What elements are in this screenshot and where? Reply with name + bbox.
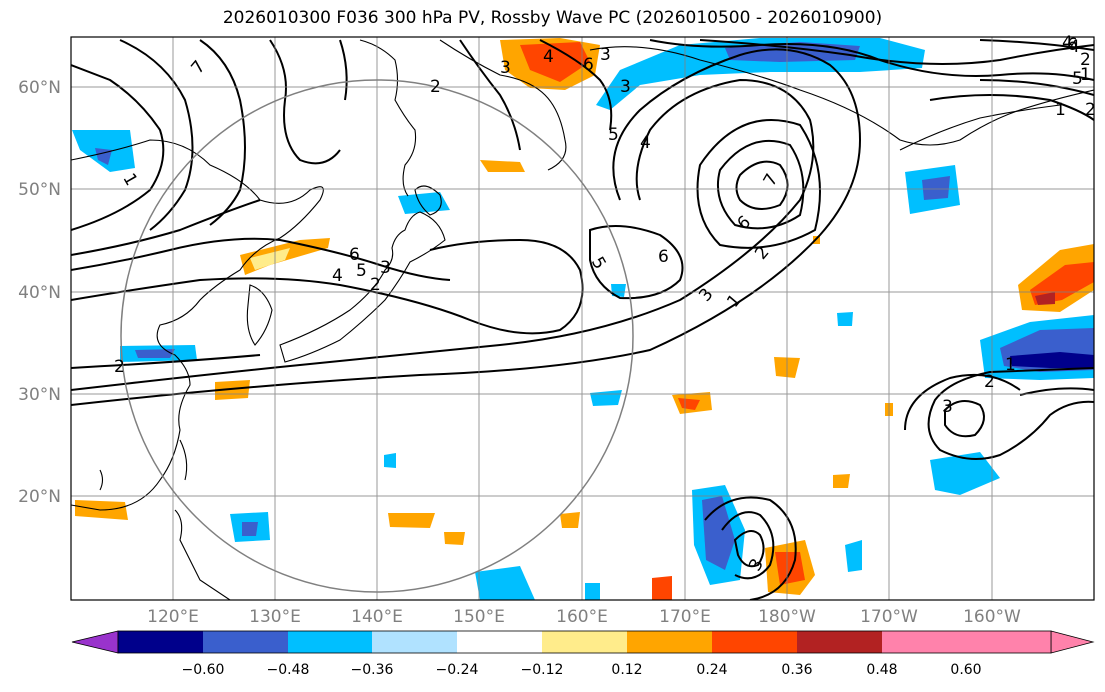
colorbar-segment bbox=[457, 631, 542, 653]
contour-label: 3 bbox=[500, 58, 511, 78]
contour-label: 3 bbox=[600, 45, 611, 65]
contour-label: 2 bbox=[1080, 50, 1091, 70]
lon-label: 140°E bbox=[351, 607, 403, 627]
map-frame bbox=[70, 36, 1095, 601]
contour-label: 6 bbox=[583, 55, 594, 75]
contour-label: 4 bbox=[1069, 37, 1080, 57]
lon-label: 150°E bbox=[453, 607, 505, 627]
colorbar-segment bbox=[372, 631, 457, 653]
colorbar-segment bbox=[712, 631, 797, 653]
graticule bbox=[71, 37, 1094, 600]
latitude-labels: 60°N 50°N 40°N 30°N 20°N bbox=[18, 78, 61, 507]
contour-label: 2 bbox=[1085, 100, 1096, 120]
lat-label: 20°N bbox=[18, 487, 61, 507]
colorbar-outline bbox=[117, 630, 1052, 654]
lat-label: 60°N bbox=[18, 78, 61, 98]
contour-label: 2 bbox=[114, 357, 125, 377]
contour-label: 5 bbox=[1072, 69, 1083, 89]
contour-label: 2 bbox=[430, 77, 441, 97]
colorbar-extend-left bbox=[71, 630, 119, 654]
contour-label: 6 bbox=[658, 247, 669, 267]
contour-label: 3 bbox=[942, 397, 953, 417]
colorbar-tick-label: −0.24 bbox=[436, 662, 479, 678]
contour-label: 4 bbox=[332, 266, 343, 286]
colorbar-tick-label: 0.12 bbox=[611, 662, 642, 678]
contour-label: 3 bbox=[380, 258, 391, 278]
colorbar-tick-label: −0.36 bbox=[351, 662, 394, 678]
colorbar-tick-label: 0.24 bbox=[696, 662, 727, 678]
colorbar-segment bbox=[966, 631, 1051, 653]
colorbar-tick-label: 0.48 bbox=[866, 662, 897, 678]
pv-contours bbox=[71, 39, 1094, 600]
colorbar-tick-label: −0.12 bbox=[521, 662, 564, 678]
lon-label: 170°E bbox=[659, 607, 711, 627]
pv-anomaly-shading bbox=[72, 38, 1094, 600]
lat-label: 50°N bbox=[18, 180, 61, 200]
lon-label: 130°E bbox=[249, 607, 301, 627]
range-circle bbox=[120, 79, 634, 593]
map-title: 2026010300 F036 300 hPa PV, Rossby Wave … bbox=[222, 8, 883, 28]
lat-label: 40°N bbox=[18, 283, 61, 303]
contour-label: 2 bbox=[370, 275, 381, 295]
colorbar-tick-label: 0.60 bbox=[950, 662, 981, 678]
lon-label: 180°W bbox=[758, 607, 816, 627]
contour-label: 1 bbox=[1055, 100, 1066, 120]
lon-label: 160°E bbox=[556, 607, 608, 627]
colorbar: −0.60 −0.48 −0.36 −0.24 −0.12 0.12 0.24 … bbox=[71, 630, 1095, 678]
contour-label: 5 bbox=[608, 125, 619, 145]
contour-label: 5 bbox=[356, 261, 367, 281]
colorbar-tick-label: −0.60 bbox=[182, 662, 225, 678]
lon-label: 160°W bbox=[963, 607, 1021, 627]
contour-label: 4 bbox=[543, 47, 554, 67]
colorbar-extend-right bbox=[1050, 630, 1095, 654]
contour-label: 6 bbox=[1067, 35, 1078, 55]
colorbar-segment bbox=[797, 631, 882, 653]
contour-label: 1 bbox=[1080, 65, 1091, 85]
colorbar-tick-label: −0.48 bbox=[267, 662, 310, 678]
lon-label: 120°E bbox=[147, 607, 199, 627]
colorbar-tick-label: 0.36 bbox=[781, 662, 812, 678]
contour-label: 2 bbox=[984, 372, 995, 392]
lon-label: 170°W bbox=[860, 607, 918, 627]
colorbar-segment bbox=[542, 631, 627, 653]
contour-label: 4 bbox=[1062, 33, 1073, 53]
longitude-labels: 120°E 130°E 140°E 150°E 160°E 170°E 180°… bbox=[147, 607, 1021, 627]
contour-label: 4 bbox=[640, 133, 651, 153]
colorbar-segment bbox=[203, 631, 288, 653]
colorbar-segment bbox=[882, 631, 966, 653]
lat-label: 30°N bbox=[18, 385, 61, 405]
contour-label: 3 bbox=[620, 77, 631, 97]
colorbar-segment bbox=[288, 631, 372, 653]
colorbar-segment bbox=[118, 631, 203, 653]
contour-label: 1 bbox=[1005, 355, 1016, 375]
contour-label: 6 bbox=[349, 245, 360, 265]
colorbar-segment bbox=[627, 631, 712, 653]
